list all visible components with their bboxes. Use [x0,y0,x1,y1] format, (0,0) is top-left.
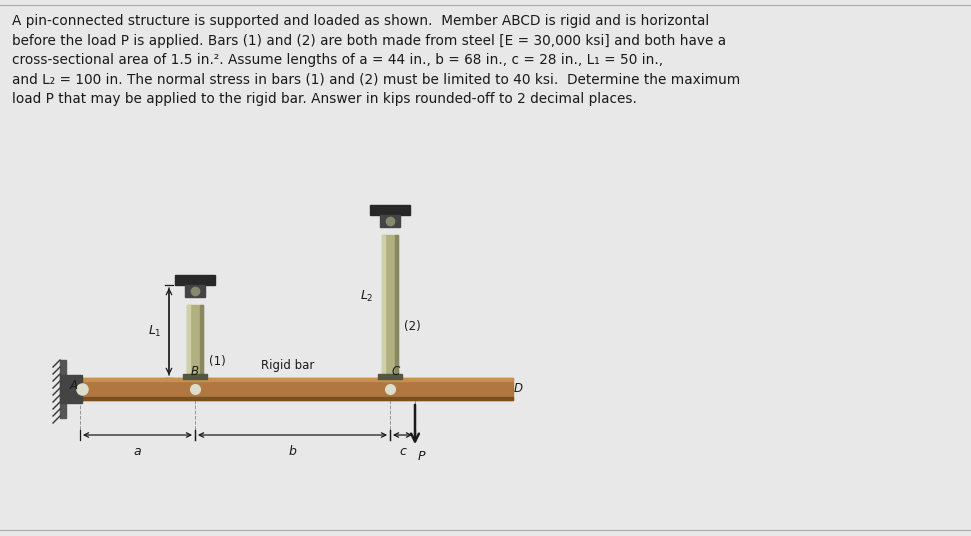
Text: B: B [191,365,199,378]
Bar [76,378,513,400]
Bar [185,285,205,297]
Bar [382,235,398,378]
Bar [395,235,398,378]
Text: Rigid bar: Rigid bar [261,359,315,372]
Bar [382,235,385,378]
Bar [76,397,513,400]
Text: P: P [418,450,425,463]
Bar [200,305,203,378]
Text: (2): (2) [404,320,420,333]
Bar [60,375,82,403]
Text: $L_2$: $L_2$ [360,289,374,304]
Bar [76,378,513,381]
Bar [370,205,410,215]
Bar [187,305,203,378]
Text: c: c [399,445,406,458]
Text: D: D [514,383,523,396]
Bar [380,215,400,227]
Text: A pin-connected structure is supported and loaded as shown.  Member ABCD is rigi: A pin-connected structure is supported a… [12,14,740,106]
Text: (1): (1) [209,355,225,368]
Text: $L_1$: $L_1$ [149,324,162,339]
Text: A: A [70,379,78,392]
Bar [187,305,190,378]
Bar [378,374,402,379]
Bar [183,374,207,379]
Bar [175,275,215,285]
Text: a: a [134,445,142,458]
Text: C: C [392,365,400,378]
Bar [60,360,66,418]
Text: b: b [288,445,296,458]
